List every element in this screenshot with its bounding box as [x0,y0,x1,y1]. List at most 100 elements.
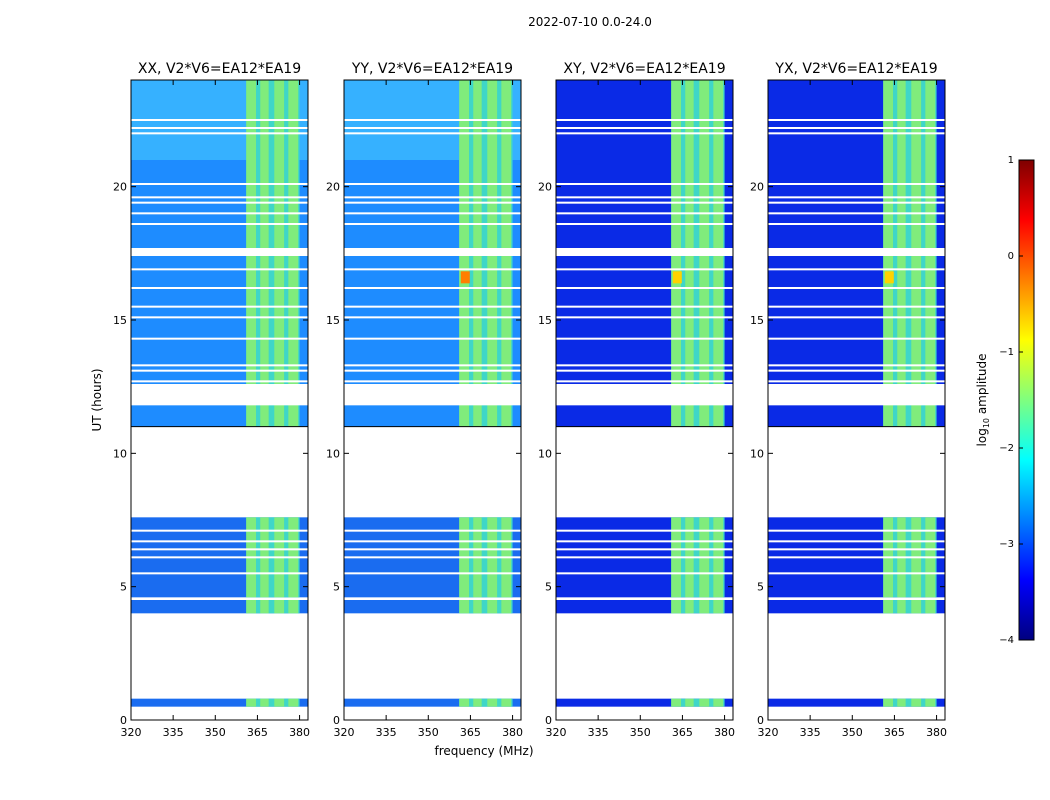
panel-frame [555,79,734,721]
flag-line [556,183,733,185]
flag-line [131,380,308,383]
rfi-stripe [897,698,906,707]
y-tick-label: 15 [326,314,340,327]
flag-line [768,529,945,532]
rfi-stripe [288,698,299,707]
flag-line [131,119,308,121]
flag-line [344,540,521,543]
x-tick-label: 365 [247,726,268,739]
colorbar-tick-label: 0 [1008,251,1014,262]
flag-line [131,212,308,215]
flag-line [556,529,733,532]
x-tick-label: 365 [460,726,481,739]
flag-line [344,119,521,121]
x-tick-label: 335 [800,726,821,739]
flag-line [768,556,945,559]
panel-2: XY, V2*V6=EA12*EA19 320 335 350 365 380 0 5 10 15… [538,61,735,739]
y-tick-label: 10 [113,447,127,460]
flag-line [131,597,308,600]
panel-frame [343,79,522,721]
flagged-gap [768,384,945,406]
data-segment-0 [344,698,521,707]
panel-title: YX, V2*V6=EA12*EA19 [774,61,937,77]
flag-line [344,337,521,340]
x-tick-label: 335 [163,726,184,739]
x-tick-label: 380 [289,726,310,739]
flag-line [556,316,733,319]
flag-line [556,287,733,289]
rfi-stripe [473,698,482,707]
rfi-stripe [925,698,936,707]
y-tick-label: 20 [113,181,127,194]
flag-line [344,548,521,551]
y-tick-label: 20 [538,181,552,194]
flag-line [768,597,945,600]
flag-line [131,287,308,289]
rfi-hotspot [460,271,470,284]
flag-line [768,364,945,367]
flag-line [131,305,308,308]
flag-line [768,201,945,204]
y-tick-label: 20 [326,181,340,194]
flag-line [556,572,733,575]
rfi-stripe [274,600,285,614]
colorbar-tick-label: 1 [1008,155,1014,166]
flag-line [344,316,521,319]
rfi-stripe [713,698,724,707]
flag-line [768,183,945,185]
flag-line [768,127,945,129]
y-tick-label: 15 [750,314,764,327]
flag-line [768,119,945,121]
flagged-gap [131,384,308,406]
rfi-stripe [501,698,512,707]
y-tick-label: 0 [120,714,127,727]
flag-line [344,132,521,135]
x-tick-label: 320 [121,726,142,739]
rfi-stripe [487,600,498,614]
figure-suptitle: 2022-07-10 0.0-24.0 [528,15,652,29]
rfi-band [883,600,937,614]
rfi-stripe [699,600,710,614]
rfi-stripe [925,600,936,614]
flagged-gap [556,248,733,256]
flag-line [131,268,308,271]
x-tick-label: 320 [334,726,355,739]
flag-line [768,212,945,215]
flag-line [131,316,308,319]
panel-frame [130,79,309,721]
rfi-stripe [699,698,710,707]
flag-line [768,572,945,575]
rfi-band [459,600,513,614]
flag-line [556,380,733,383]
flag-line [131,223,308,225]
rfi-band [246,600,300,614]
flag-line [556,548,733,551]
flag-line [768,316,945,319]
flag-line [768,540,945,543]
flag-line [556,127,733,129]
y-tick-label: 15 [113,314,127,327]
flag-line [131,369,308,372]
flag-line [556,223,733,225]
flag-line [768,548,945,551]
flag-line [131,364,308,367]
flag-line [344,212,521,215]
data-segment-0 [556,698,733,707]
y-tick-label: 0 [757,714,764,727]
rfi-stripe [274,698,285,707]
y-tick-label: 5 [545,581,552,594]
rfi-band [246,698,300,707]
y-tick-label: 15 [538,314,552,327]
flag-line [768,196,945,199]
flag-line [344,597,521,600]
y-tick-label: 0 [333,714,340,727]
flagged-gap [131,248,308,256]
flag-line [131,540,308,543]
flag-line [556,305,733,308]
rfi-stripe [911,600,922,614]
flag-line [131,132,308,135]
flag-line [131,529,308,532]
flag-line [556,132,733,135]
flag-line [131,183,308,185]
